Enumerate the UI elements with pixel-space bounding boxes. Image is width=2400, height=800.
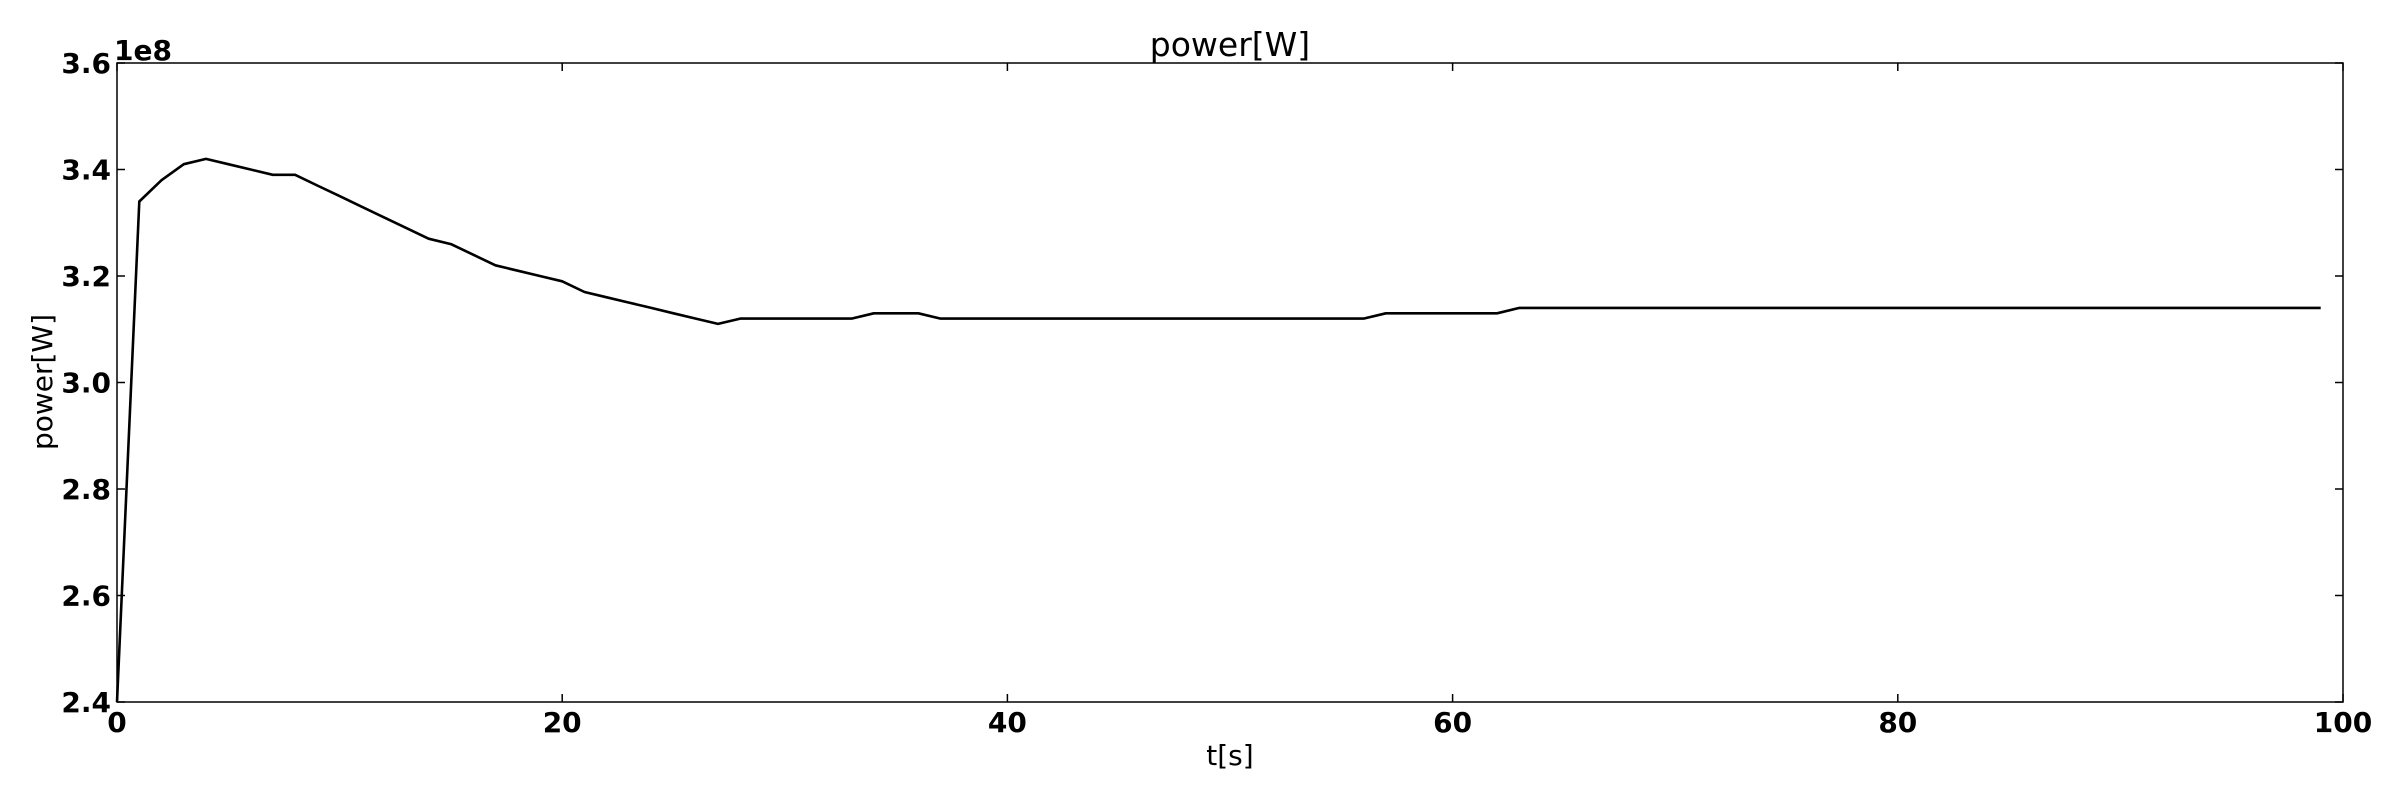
x-tick-label: 20 (543, 706, 582, 739)
y-axis-label: power[W] (26, 314, 59, 450)
series-group (115, 157, 2321, 703)
y-axis-ticks: 2.4 2.6 2.8 3.0 3.2 3.4 3.6 (61, 47, 2343, 719)
chart-title: power[W] (1150, 25, 1310, 64)
plot-area-frame (116, 62, 2344, 703)
x-tick-label: 80 (1878, 706, 1917, 739)
y-tick-label: 3.0 (61, 367, 111, 400)
x-tick-label: 100 (2314, 706, 2372, 739)
x-axis-ticks: 0 20 40 60 80 100 (107, 63, 2372, 739)
y-tick-label: 3.2 (61, 260, 111, 293)
x-tick-label: 40 (988, 706, 1027, 739)
y-tick-label: 2.4 (61, 686, 111, 719)
y-tick-label: 3.6 (61, 47, 111, 80)
y-tick-label: 2.8 (61, 473, 111, 506)
y-tick-label: 3.4 (61, 154, 111, 187)
y-axis-offset-label: 1e8 (114, 34, 172, 67)
x-axis-label: t[s] (1206, 739, 1253, 772)
x-tick-label: 0 (107, 706, 126, 739)
power-series-line (115, 157, 2321, 703)
x-tick-label: 60 (1433, 706, 1472, 739)
y-tick-label: 2.6 (61, 580, 111, 613)
